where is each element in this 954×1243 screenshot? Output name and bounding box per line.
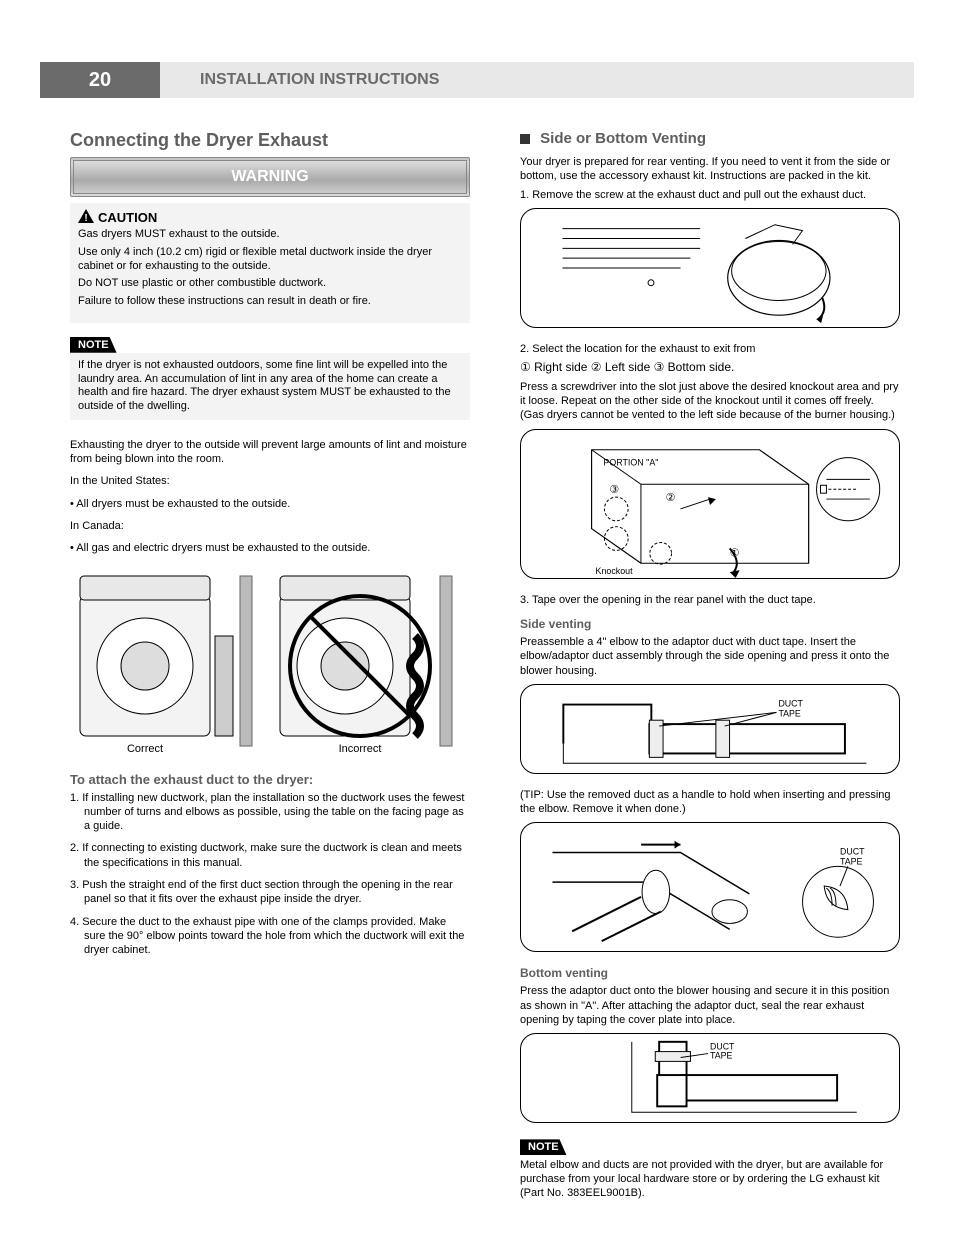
right-column: Side or Bottom Venting Your dryer is pre… (520, 130, 900, 1219)
note2-block: NOTE Metal elbow and ducts are not provi… (520, 1137, 900, 1200)
step-3: 3. Tape over the opening in the rear pan… (520, 593, 900, 607)
attach-subhead: To attach the exhaust duct to the dryer: (70, 772, 470, 787)
duct-figure-svg: Correct Incorrect (70, 566, 470, 756)
caution-body: Gas dryers MUST exhaust to the outside. … (78, 228, 462, 309)
left-column: Connecting the Dryer Exhaust WARNING ! C… (70, 130, 470, 966)
attach-step: 3. Push the straight end of the first du… (84, 878, 470, 907)
svg-text:DUCT: DUCT (778, 698, 803, 708)
paragraph: • All gas and electric dryers must be ex… (70, 541, 470, 555)
step-1: 1. Remove the screw at the exhaust duct … (520, 188, 900, 202)
note-body: If the dryer is not exhausted outdoors, … (70, 353, 470, 420)
warning-label: WARNING (231, 168, 308, 186)
caution-block: ! CAUTION Gas dryers MUST exhaust to the… (70, 203, 470, 323)
warning-icon: ! (78, 209, 94, 226)
figure-5: DUCT TAPE (520, 1033, 900, 1123)
figure-2: PORTION "A" Knockout ② ③ ① (520, 429, 900, 579)
label-incorrect: Incorrect (339, 743, 382, 755)
duct-figure: Correct Incorrect (70, 566, 470, 756)
side-vent-tip: (TIP: Use the removed duct as a handle t… (520, 788, 900, 817)
figure-3: DUCT TAPE (520, 684, 900, 774)
caution-line: Gas dryers MUST exhaust to the outside. (78, 228, 462, 242)
bullet-icon (520, 134, 530, 144)
note-tab: NOTE (70, 337, 117, 353)
right-title: Side or Bottom Venting (520, 130, 900, 147)
side-vent-text: Preassemble a 4" elbow to the adaptor du… (520, 635, 900, 678)
figure-1 (520, 208, 900, 328)
warning-box: WARNING (70, 157, 470, 197)
note2-tab: NOTE (520, 1139, 567, 1155)
caution-line: Failure to follow these instructions can… (78, 295, 462, 309)
page-number-box: 20 (40, 62, 160, 98)
step-2-post: Press a screwdriver into the slot just a… (520, 380, 900, 423)
caution-line: Do NOT use plastic or other combustible … (78, 277, 462, 291)
attach-step: 4. Secure the duct to the exhaust pipe w… (84, 915, 470, 958)
section-title: Connecting the Dryer Exhaust (70, 130, 470, 151)
svg-text:TAPE: TAPE (710, 1051, 732, 1061)
header-title: INSTALLATION INSTRUCTIONS (200, 71, 439, 89)
bottom-vent-text: Press the adaptor duct onto the blower h… (520, 984, 900, 1027)
paragraph: Exhausting the dryer to the outside will… (70, 438, 470, 467)
side-vent-subhead: Side venting (520, 617, 900, 631)
caution-line: Use only 4 inch (10.2 cm) rigid or flexi… (78, 246, 462, 274)
svg-text:Knockout: Knockout (596, 566, 634, 576)
paragraph: • All dryers must be exhausted to the ou… (70, 497, 470, 511)
step-2-opts: ① Right side ② Left side ③ Bottom side. (520, 360, 900, 376)
svg-text:②: ② (666, 492, 676, 504)
header-bar: INSTALLATION INSTRUCTIONS (40, 62, 914, 98)
right-title-text: Side or Bottom Venting (540, 130, 706, 147)
figure-4: DUCT TAPE (520, 822, 900, 952)
right-intro: Your dryer is prepared for rear venting.… (520, 155, 900, 184)
paragraph: In Canada: (70, 519, 470, 533)
attach-steps: 1. If installing new ductwork, plan the … (70, 791, 470, 958)
step-2-pre: 2. Select the location for the exhaust t… (520, 342, 900, 356)
svg-text:!: ! (84, 213, 87, 223)
label-correct: Correct (127, 743, 163, 755)
attach-step: 2. If connecting to existing ductwork, m… (84, 841, 470, 870)
attach-step: 1. If installing new ductwork, plan the … (84, 791, 470, 834)
paragraph: In the United States: (70, 474, 470, 488)
svg-text:③: ③ (609, 484, 619, 496)
caution-label: CAUTION (98, 210, 157, 225)
svg-text:DUCT: DUCT (840, 847, 865, 857)
body-text: Exhausting the dryer to the outside will… (70, 438, 470, 556)
caution-head: ! CAUTION (78, 209, 462, 226)
svg-text:PORTION "A": PORTION "A" (603, 457, 658, 467)
svg-text:TAPE: TAPE (778, 708, 800, 718)
page-number: 20 (89, 69, 111, 92)
svg-text:TAPE: TAPE (840, 857, 863, 867)
note2-body: Metal elbow and ducts are not provided w… (520, 1155, 900, 1200)
bottom-vent-subhead: Bottom venting (520, 966, 900, 980)
note-block: NOTE If the dryer is not exhausted outdo… (70, 335, 470, 420)
